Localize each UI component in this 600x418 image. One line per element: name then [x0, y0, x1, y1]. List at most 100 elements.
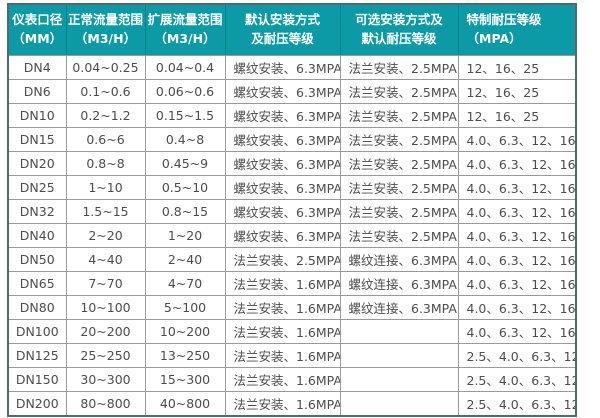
- table-cell-extended-flow: 0.04~0.4: [144, 55, 226, 80]
- table-cell-special-pressure: 12、16、25: [457, 79, 575, 104]
- table-cell-extended-flow: 0.5~10: [144, 175, 226, 200]
- table-cell-normal-flow: 1~10: [65, 175, 146, 200]
- table-cell-default-install: 螺纹安装、6.3MPA: [224, 199, 341, 224]
- table-cell-optional-install: 法兰安装、2.5MPA: [339, 55, 459, 80]
- table-cell-diameter: DN15: [9, 127, 67, 152]
- table-cell-optional-install: [339, 319, 459, 344]
- table-cell-optional-install: 法兰安装、2.5MPA: [339, 151, 459, 176]
- table-cell-diameter: DN150: [9, 367, 67, 392]
- table-row: DN125 25~250 13~250 法兰安装、1.6MPA 2.5、4.0、6.3、…: [9, 343, 575, 368]
- table-cell-special-pressure: 2.5、4.0、6.3、12、16: [457, 343, 575, 368]
- table-cell-default-install: 螺纹安装、6.3MPA: [224, 79, 341, 104]
- table-cell-optional-install: [339, 391, 459, 415]
- table-cell-default-install: 法兰安装、1.6MPA: [224, 271, 341, 296]
- table-cell-diameter: DN80: [9, 295, 67, 320]
- table-cell-default-install: 螺纹安装、6.3MPA: [224, 175, 341, 200]
- table-row: DN10 0.2~1.2 0.15~1.5 螺纹安装、6.3MPA 法兰安装、2.5MP…: [9, 103, 575, 128]
- table-row: DN100 20~200 10~200 法兰安装、1.6MPA 4.0、6.3、12、1…: [9, 319, 575, 344]
- table-cell-default-install: 螺纹安装、6.3MPA: [224, 223, 341, 248]
- table-cell-default-install: 螺纹安装、6.3MPA: [224, 55, 341, 80]
- table-cell-special-pressure: 4.0、6.3、12、16、25: [457, 319, 575, 344]
- table-cell-extended-flow: 10~200: [144, 319, 226, 344]
- table-row: DN25 1~10 0.5~10 螺纹安装、6.3MPA 法兰安装、2.5MPA 4.0、…: [9, 175, 575, 200]
- table-cell-extended-flow: 1~20: [144, 223, 226, 248]
- table-cell-special-pressure: 4.0、6.3、12、16、25: [457, 151, 575, 176]
- header-label-line: 及耐压等级: [251, 31, 314, 46]
- table-cell-diameter: DN200: [9, 391, 67, 415]
- table-row: DN150 30~300 15~300 法兰安装、1.6MPA 2.5、4.0、6.3、…: [9, 367, 575, 392]
- header-label-line: 特制耐压等级: [466, 12, 542, 28]
- table-cell-extended-flow: 0.4~8: [144, 127, 226, 152]
- table-cell-default-install: 法兰安装、1.6MPA: [224, 391, 341, 415]
- table-row: DN200 80~800 40~800 法兰安装、1.6MPA 2.5、4.0、6.3、…: [9, 391, 575, 415]
- table-cell-normal-flow: 2~20: [65, 223, 146, 248]
- table-cell-special-pressure: 12、16、25: [457, 55, 575, 80]
- table-row: DN6 0.1~0.6 0.06~0.6 螺纹安装、6.3MPA 法兰安装、2.5MPA…: [9, 79, 575, 104]
- table-cell-default-install: 法兰安装、1.6MPA: [224, 343, 341, 368]
- table-cell-special-pressure: 4.0、6.3、12、16、25: [457, 199, 575, 224]
- table-cell-optional-install: 法兰安装、2.5MPA: [339, 223, 459, 248]
- header-label-line: 默认耐压等级: [361, 31, 437, 46]
- header-label-line: （M3/H）: [154, 31, 216, 46]
- header-cell-optional-install: 可选安装方式及 默认耐压等级: [340, 5, 459, 56]
- table-cell-default-install: 法兰安装、2.5MPA: [224, 247, 341, 272]
- table-cell-default-install: 螺纹安装、6.3MPA: [224, 127, 341, 152]
- table-cell-optional-install: 法兰安装、2.5MPA: [339, 175, 459, 200]
- header-label-line: （MPA）: [466, 31, 522, 46]
- table-cell-extended-flow: 0.45~9: [144, 151, 226, 176]
- table-cell-extended-flow: 0.8~15: [144, 199, 226, 224]
- table-cell-extended-flow: 15~300: [144, 367, 226, 392]
- table-cell-special-pressure: 12、16、25: [457, 103, 575, 128]
- table-cell-normal-flow: 7~70: [65, 271, 146, 296]
- table-row: DN50 4~40 2~40 法兰安装、2.5MPA 螺纹连接、6.3MPA 4.0、6.…: [9, 247, 575, 272]
- table-cell-extended-flow: 0.15~1.5: [144, 103, 226, 128]
- table-cell-optional-install: 螺纹连接、6.3MPA: [339, 247, 459, 272]
- table-cell-optional-install: 法兰安装、2.5MPA: [339, 103, 459, 128]
- header-label-line: 扩展流量范围: [147, 12, 223, 28]
- table-cell-normal-flow: 25~250: [65, 343, 146, 368]
- table-cell-normal-flow: 20~200: [65, 319, 146, 344]
- table-cell-default-install: 螺纹安装、6.3MPA: [224, 151, 341, 176]
- table-cell-extended-flow: 2~40: [144, 247, 226, 272]
- table-row: DN80 10~100 5~100 法兰安装、1.6MPA 螺纹连接、6.3MPA 4.0…: [9, 295, 575, 320]
- header-cell-special-pressure: 特制耐压等级 （MPA）: [458, 5, 575, 56]
- header-label-line: 默认安装方式: [244, 12, 320, 28]
- table-cell-optional-install: [339, 367, 459, 392]
- table-cell-diameter: DN20: [9, 151, 67, 176]
- table-cell-extended-flow: 13~250: [144, 343, 226, 368]
- table-cell-normal-flow: 30~300: [65, 367, 146, 392]
- table-cell-diameter: DN40: [9, 223, 67, 248]
- table-cell-optional-install: 法兰安装、2.5MPA: [339, 199, 459, 224]
- table-cell-normal-flow: 1.5~15: [65, 199, 146, 224]
- table-row: DN20 0.8~8 0.45~9 螺纹安装、6.3MPA 法兰安装、2.5MPA 4.0…: [9, 151, 575, 176]
- table-row: DN65 7~70 4~70 法兰安装、1.6MPA 螺纹连接、6.3MPA 4.0、6.…: [9, 271, 575, 296]
- table-cell-diameter: DN100: [9, 319, 67, 344]
- table-cell-special-pressure: 4.0、6.3、12、16、25: [457, 127, 575, 152]
- table-cell-special-pressure: 4.0、6.3、12、16、25: [457, 175, 575, 200]
- table-cell-extended-flow: 4~70: [144, 271, 226, 296]
- table-row: DN32 1.5~15 0.8~15 螺纹安装、6.3MPA 法兰安装、2.5MPA 4.…: [9, 199, 575, 224]
- table-cell-normal-flow: 0.1~0.6: [65, 79, 146, 104]
- table-cell-diameter: DN50: [9, 247, 67, 272]
- header-cell-extended-flow: 扩展流量范围 （M3/H）: [145, 5, 226, 56]
- table-cell-normal-flow: 0.04~0.25: [65, 55, 146, 80]
- table-cell-normal-flow: 0.2~1.2: [65, 103, 146, 128]
- table-cell-special-pressure: 2.5、4.0、6.3、12、16: [457, 367, 575, 392]
- spec-table: 仪表口径 （MM） 正常流量范围 （M3/H） 扩展流量范围 （M3/H） 默认安装方式 及耐…: [9, 5, 575, 415]
- header-cell-diameter: 仪表口径 （MM）: [9, 5, 67, 56]
- header-label-line: 正常流量范围: [67, 12, 143, 28]
- table-cell-default-install: 法兰安装、1.6MPA: [224, 295, 341, 320]
- table-cell-normal-flow: 0.8~8: [65, 151, 146, 176]
- table-cell-default-install: 法兰安装、1.6MPA: [224, 367, 341, 392]
- table-cell-normal-flow: 0.6~6: [65, 127, 146, 152]
- table-cell-special-pressure: 4.0、6.3、12、16、25: [457, 223, 575, 248]
- table-cell-default-install: 螺纹安装、6.3MPA: [224, 103, 341, 128]
- table-cell-default-install: 法兰安装、1.6MPA: [224, 319, 341, 344]
- header-cell-default-install: 默认安装方式 及耐压等级: [225, 5, 341, 56]
- table-cell-diameter: DN10: [9, 103, 67, 128]
- header-label-line: 可选安装方式及: [355, 12, 443, 28]
- table-cell-normal-flow: 4~40: [65, 247, 146, 272]
- table-row: DN4 0.04~0.25 0.04~0.4 螺纹安装、6.3MPA 法兰安装、2.5M…: [9, 55, 575, 80]
- table-cell-extended-flow: 5~100: [144, 295, 226, 320]
- table-cell-special-pressure: 4.0、6.3、12、16、25: [457, 271, 575, 296]
